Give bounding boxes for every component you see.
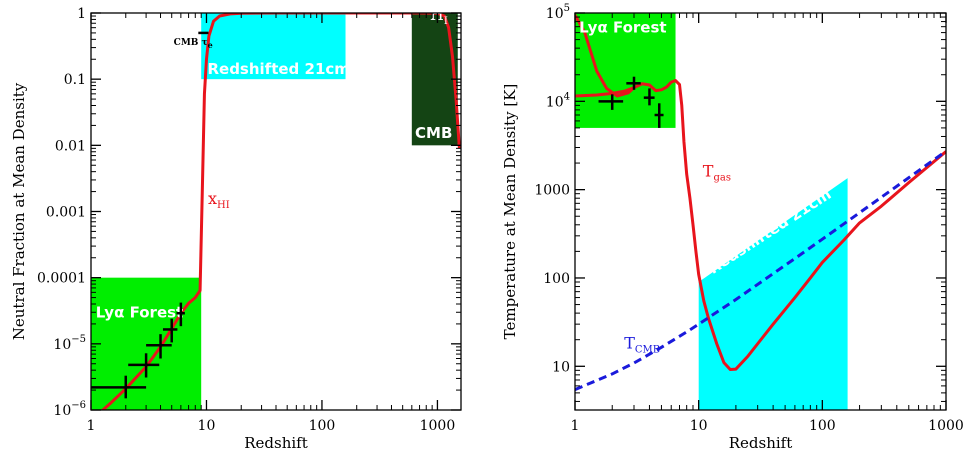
- region-label-lya: Lyα Forest: [579, 19, 666, 37]
- x-tick-label: 1: [571, 418, 580, 434]
- region-label-21cm: Redshifted 21cm: [207, 60, 349, 78]
- data-point: [91, 375, 147, 399]
- y-tick-label: 0.0001: [37, 271, 86, 287]
- x-axis-title: Redshift: [729, 434, 793, 452]
- data-point: [128, 353, 160, 378]
- y-tick-label: 1: [77, 6, 86, 22]
- y-tick-label: 10−6: [53, 400, 86, 419]
- y-tick-label: 105: [546, 3, 570, 22]
- region-21cm: [698, 178, 848, 410]
- curve-label-x-hi: xHI: [208, 189, 230, 211]
- curve-label-t-cmb: TCMB: [624, 333, 660, 355]
- y-tick-label: 10−5: [53, 334, 86, 353]
- x-tick-label: 1000: [420, 418, 456, 434]
- data-point: [598, 94, 624, 110]
- x-tick-label: 1000: [928, 418, 964, 434]
- curve-label-h-i: HI: [430, 5, 448, 27]
- x-tick-label: 100: [309, 418, 336, 434]
- series-line-x-hi: [100, 13, 461, 410]
- y-axis-title: Neutral Fraction at Mean Density: [10, 82, 28, 340]
- y-tick-label: 10: [552, 359, 570, 375]
- curve-label-t-gas: Tgas: [703, 162, 731, 184]
- data-point: [162, 318, 178, 343]
- y-tick-label: 1000: [534, 183, 570, 199]
- region-label-cmb: CMB: [415, 124, 452, 142]
- data-point: [146, 334, 172, 359]
- left-panel-neutral-fraction: Lyα Forest Redshifted 21cm CMB CMB τe xHI HI 1…: [10, 5, 462, 452]
- y-tick-label: 100: [543, 271, 570, 287]
- y-tick-label: 0.01: [55, 138, 86, 154]
- region-lya: [91, 277, 202, 410]
- region-21cm: [201, 13, 346, 80]
- axes-frame: [574, 12, 947, 411]
- x-axis-title: Redshift: [244, 434, 308, 452]
- y-tick-label: 104: [546, 91, 570, 110]
- data-point: [654, 103, 664, 128]
- data-point: [643, 88, 655, 106]
- y-tick-label: 0.001: [46, 205, 86, 221]
- cmb-tau-label: CMB τe: [174, 38, 213, 50]
- minor-ticks: [575, 13, 946, 410]
- minor-ticks: [91, 13, 461, 410]
- y-axis-title: Temperature at Mean Density [K]: [501, 84, 519, 340]
- series-line-t-gas-high: [575, 14, 636, 98]
- data-point: [626, 76, 641, 90]
- x-tick-label: 1: [87, 418, 96, 434]
- x-tick-label: 10: [198, 418, 216, 434]
- x-tick-label: 100: [809, 418, 836, 434]
- y-tick-label: 0.1: [64, 72, 86, 88]
- region-label-lya: Lyα Forest: [96, 304, 183, 322]
- series-line-t-gas: [575, 79, 946, 371]
- x-tick-label: 10: [690, 418, 708, 434]
- plot-area: [575, 13, 946, 410]
- data-point: [176, 302, 185, 327]
- series-line-t-cmb: [575, 149, 946, 391]
